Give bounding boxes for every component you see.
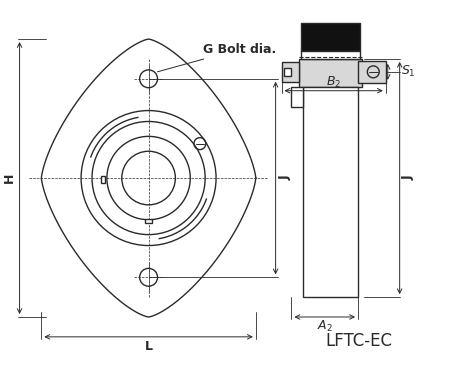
Text: G Bolt dia.: G Bolt dia. [158,43,276,72]
Text: $B_2$: $B_2$ [326,75,341,90]
Text: J: J [279,176,292,180]
Bar [284,68,292,76]
Text: $A_2$: $A_2$ [317,319,333,335]
Bar [101,176,105,183]
Text: LFTC-EC: LFTC-EC [325,332,392,350]
Bar [145,219,152,223]
Text: $S_1$: $S_1$ [400,64,415,79]
Text: H: H [3,173,16,183]
Text: J: J [402,176,415,180]
Bar [302,23,360,51]
Bar [292,87,303,107]
Bar [299,59,362,87]
Bar [282,62,299,82]
Bar [358,61,386,83]
Text: L: L [144,340,153,353]
Bar [303,87,358,297]
Bar [302,51,360,59]
